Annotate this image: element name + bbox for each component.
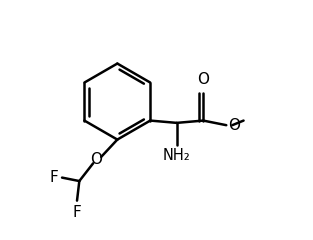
Text: F: F (73, 205, 81, 220)
Text: O: O (197, 72, 209, 87)
Text: O: O (90, 152, 103, 167)
Text: O: O (228, 118, 241, 133)
Text: F: F (50, 170, 59, 185)
Text: NH₂: NH₂ (163, 148, 191, 163)
